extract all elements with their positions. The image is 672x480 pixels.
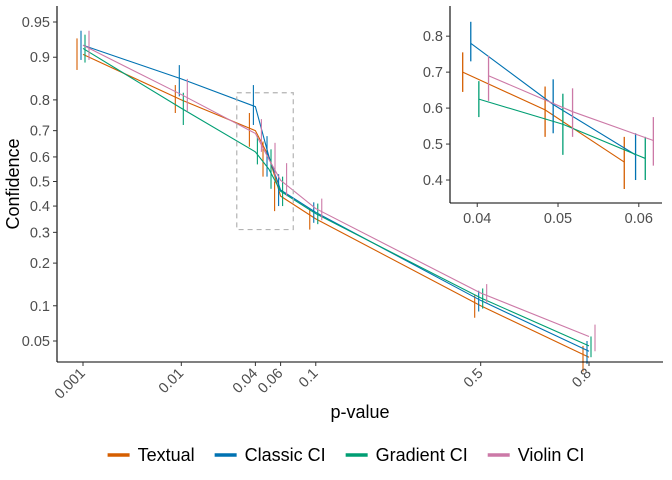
x-tick-label: 0.1 [296,366,322,392]
inset-y-tick-label: 0.5 [423,137,443,153]
y-tick-label: 0.5 [30,175,50,191]
y-tick-label: 0.9 [30,50,50,66]
inset-y-tick-label: 0.7 [423,65,443,81]
inset-y-tick-label: 0.4 [423,173,443,189]
inset-plot: 0.4 0.5 0.6 0.7 0.8 0.04 0.05 0.06 [423,6,662,227]
series-line-gradient-ci [82,47,590,347]
inset-x-tick-label: 0.06 [625,211,653,227]
y-tick-label: 0.4 [30,199,50,215]
y-tick-label: 0.2 [30,256,50,272]
y-tick-label: 0.3 [30,225,50,241]
x-tick-label: 0.001 [52,366,89,403]
inset-x-tick-label: 0.04 [463,211,491,227]
legend-label-violin-ci: Violin CI [518,445,585,465]
x-tick-label: 0.5 [461,366,487,392]
x-tick-label: 0.06 [255,366,286,397]
y-tick-label: 0.1 [30,299,50,315]
x-tick-label: 0.8 [569,366,595,392]
legend-label-textual: Textual [138,445,195,465]
inset-x-tick-label: 0.05 [544,211,572,227]
legend: Textual Classic CI Gradient CI Violin CI [107,445,585,465]
y-tick-label: 0.7 [30,124,50,140]
y-tick-label: 0.05 [22,334,50,350]
zoom-region-box [236,92,294,231]
x-axis-title: p-value [330,402,389,422]
y-axis-title: Confidence [3,138,23,229]
y-tick-label: 0.6 [30,150,50,166]
inset-y-tick-label: 0.6 [423,101,443,117]
x-tick-label: 0.01 [156,366,187,397]
inset-y-tick-label: 0.8 [423,29,443,45]
x-tick-label: 0.04 [230,366,261,397]
legend-label-gradient-ci: Gradient CI [376,445,468,465]
legend-label-classic-ci: Classic CI [245,445,326,465]
y-tick-label: 0.8 [30,93,50,109]
y-tick-label: 0.95 [22,15,50,31]
